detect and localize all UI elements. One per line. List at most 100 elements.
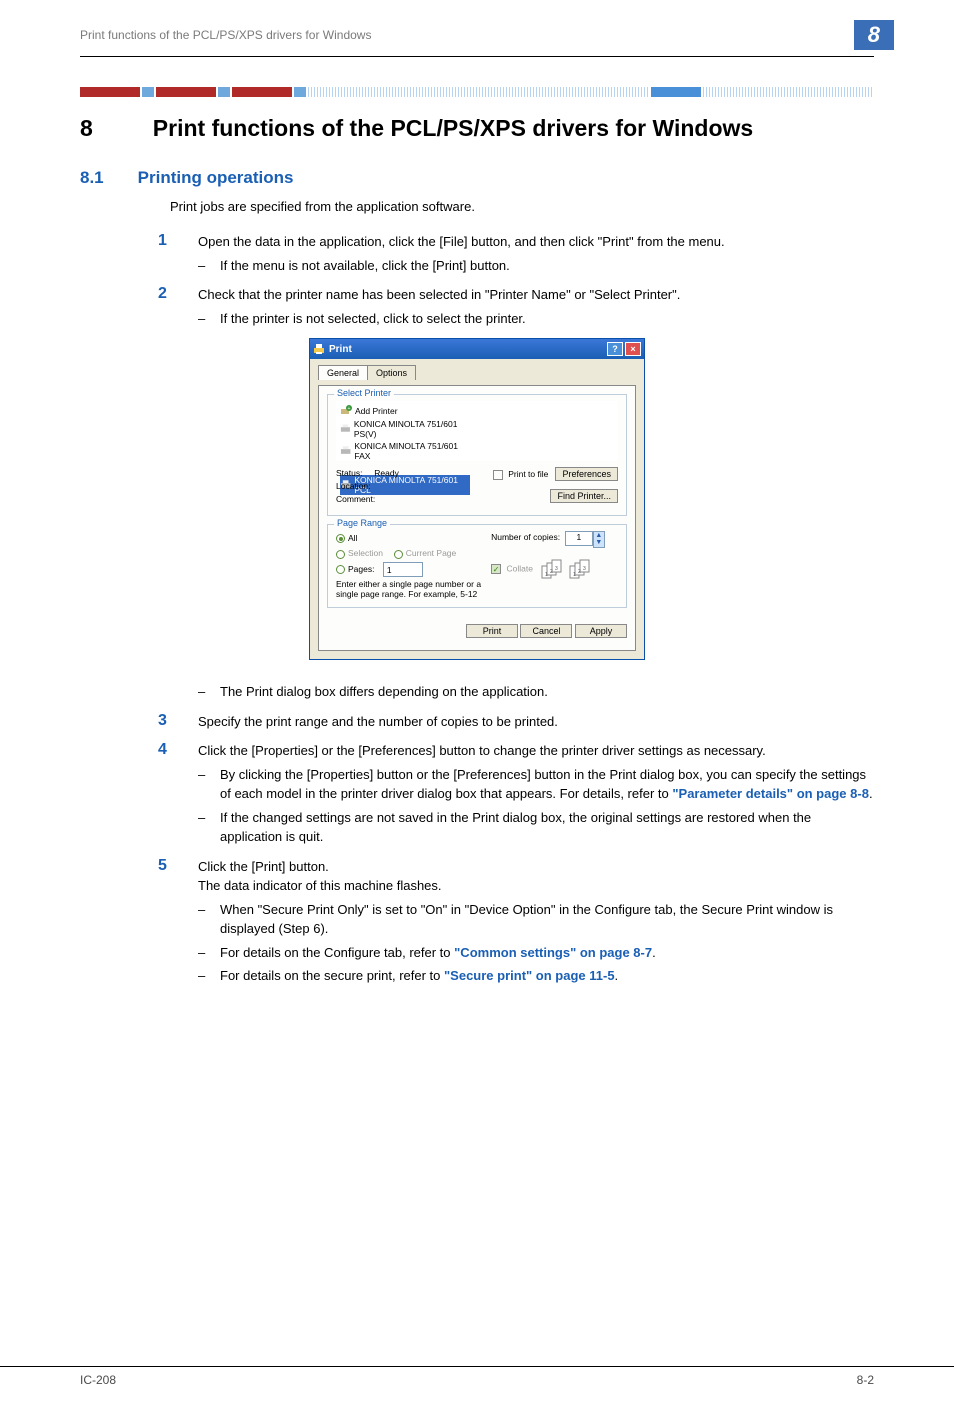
svg-text:1: 1 xyxy=(573,572,576,578)
printer-item-fax[interactable]: KONICA MINOLTA 751/601 FAX xyxy=(340,441,470,461)
chapter-number: 8 xyxy=(80,115,93,142)
page-footer: IC-208 8-2 xyxy=(0,1366,954,1407)
dash-icon: – xyxy=(198,966,220,986)
printer-label: KONICA MINOLTA 751/601 FAX xyxy=(354,441,470,461)
link-common-settings[interactable]: "Common settings" on page 8-7 xyxy=(454,945,652,960)
fax-icon xyxy=(340,445,351,457)
header-rule xyxy=(80,56,874,57)
fieldset-legend: Select Printer xyxy=(334,388,394,398)
step-sub: If the menu is not available, click the … xyxy=(220,256,510,276)
dash-icon: – xyxy=(198,943,220,963)
dash-icon: – xyxy=(198,808,220,847)
copies-label: Number of copies: xyxy=(491,532,560,542)
radio-icon xyxy=(336,565,345,574)
svg-text:3: 3 xyxy=(583,566,586,572)
radio-icon xyxy=(336,534,345,543)
printer-status-block: Status: Ready Location: Comment: xyxy=(336,467,399,507)
footer-left: IC-208 xyxy=(80,1373,116,1387)
find-printer-button[interactable]: Find Printer... xyxy=(550,489,618,503)
step-number: 4 xyxy=(158,741,198,847)
radio-icon xyxy=(336,550,345,559)
comment-label: Comment: xyxy=(336,493,399,506)
add-printer-item[interactable]: + Add Printer xyxy=(340,405,470,417)
dialog-tabs: General Options xyxy=(318,365,636,380)
radio-selection: Selection Current Page xyxy=(336,546,491,561)
section-intro: Print jobs are specified from the applic… xyxy=(170,198,874,216)
add-printer-icon: + xyxy=(340,405,352,417)
tab-general[interactable]: General xyxy=(318,365,368,380)
collate-label: Collate xyxy=(506,563,532,573)
dash-icon: – xyxy=(198,900,220,939)
printer-label: KONICA MINOLTA 751/601 PS(V) xyxy=(354,419,470,439)
radio-label: All xyxy=(348,531,357,546)
radio-all[interactable]: All xyxy=(336,531,491,546)
step-sub: If the printer is not selected, click to… xyxy=(220,309,526,329)
dash-icon: – xyxy=(198,765,220,804)
pages-hint: Enter either a single page number or a s… xyxy=(336,579,491,599)
help-button[interactable]: ? xyxy=(607,342,623,356)
printer-label: Add Printer xyxy=(355,406,398,416)
spinner-arrows-icon[interactable]: ▲▼ xyxy=(593,531,605,548)
step-sub: By clicking the [Properties] button or t… xyxy=(220,765,874,804)
step-text: Click the [Properties] or the [Preferenc… xyxy=(198,741,874,761)
svg-text:2: 2 xyxy=(578,569,581,575)
select-printer-fieldset: Select Printer + Add Printer KONICA MINO… xyxy=(327,394,627,516)
footer-right: 8-2 xyxy=(857,1373,874,1387)
svg-text:1: 1 xyxy=(545,572,548,578)
print-to-file-label: Print to file xyxy=(508,469,548,479)
radio-pages[interactable]: Pages: 1 xyxy=(336,562,491,577)
preferences-button[interactable]: Preferences xyxy=(555,467,618,481)
copies-input[interactable]: 1▲▼ xyxy=(565,531,593,546)
section-heading: 8.1 Printing operations xyxy=(80,168,874,188)
step-sub: For details on the Configure tab, refer … xyxy=(220,943,656,963)
dialog-titlebar: Print ? × xyxy=(310,339,644,359)
link-secure-print[interactable]: "Secure print" on page 11-5 xyxy=(444,968,615,983)
pages-input[interactable]: 1 xyxy=(383,562,423,577)
chapter-heading: 8 Print functions of the PCL/PS/XPS driv… xyxy=(80,115,874,142)
fieldset-legend: Page Range xyxy=(334,518,390,528)
status-value: Ready xyxy=(374,468,399,478)
step-text: Specify the print range and the number o… xyxy=(198,712,874,732)
collate-icon: 123 123 xyxy=(540,558,596,580)
step-text: Click the [Print] button. xyxy=(198,857,874,877)
close-button[interactable]: × xyxy=(625,342,641,356)
step-number: 1 xyxy=(158,232,198,275)
step-2: 2 Check that the printer name has been s… xyxy=(158,285,874,328)
print-to-file-checkbox[interactable] xyxy=(493,470,503,480)
radio-icon xyxy=(394,550,403,559)
step-text: Open the data in the application, click … xyxy=(198,232,874,252)
printer-list[interactable]: + Add Printer KONICA MINOLTA 751/601 PS(… xyxy=(336,401,618,461)
step-number: 2 xyxy=(158,285,198,328)
step-text: Check that the printer name has been sel… xyxy=(198,285,874,305)
step-3: 3 Specify the print range and the number… xyxy=(158,712,874,732)
step-sub: The Print dialog box differs depending o… xyxy=(220,682,548,702)
step-5: 5 Click the [Print] button. The data ind… xyxy=(158,857,874,986)
status-label: Status: xyxy=(336,468,362,478)
step-sub: For details on the secure print, refer t… xyxy=(220,966,618,986)
location-label: Location: xyxy=(336,480,399,493)
printer-icon xyxy=(313,343,325,355)
chapter-badge: 8 xyxy=(854,20,894,50)
collate-checkbox[interactable]: ✓ xyxy=(491,564,501,574)
link-parameter-details[interactable]: "Parameter details" on page 8-8 xyxy=(672,786,869,801)
print-dialog: Print ? × General Options Select Printer… xyxy=(309,338,645,660)
apply-button[interactable]: Apply xyxy=(575,624,627,638)
svg-text:3: 3 xyxy=(555,566,558,572)
step-1: 1 Open the data in the application, clic… xyxy=(158,232,874,275)
print-button[interactable]: Print xyxy=(466,624,518,638)
step-2-cont: – The Print dialog box differs depending… xyxy=(158,678,874,702)
step-number: 3 xyxy=(158,712,198,732)
section-title: Printing operations xyxy=(138,168,294,188)
dialog-footer: Print Cancel Apply xyxy=(327,616,627,642)
svg-text:+: + xyxy=(348,406,351,412)
tab-options[interactable]: Options xyxy=(367,365,416,380)
cancel-button[interactable]: Cancel xyxy=(520,624,572,638)
radio-label: Selection xyxy=(348,546,383,561)
step-text2: The data indicator of this machine flash… xyxy=(198,876,874,896)
chapter-title: Print functions of the PCL/PS/XPS driver… xyxy=(153,115,753,142)
dash-icon: – xyxy=(198,256,220,276)
printer-icon xyxy=(340,423,351,435)
svg-text:2: 2 xyxy=(550,569,553,575)
printer-item-psv[interactable]: KONICA MINOLTA 751/601 PS(V) xyxy=(340,419,470,439)
section-number: 8.1 xyxy=(80,168,104,188)
